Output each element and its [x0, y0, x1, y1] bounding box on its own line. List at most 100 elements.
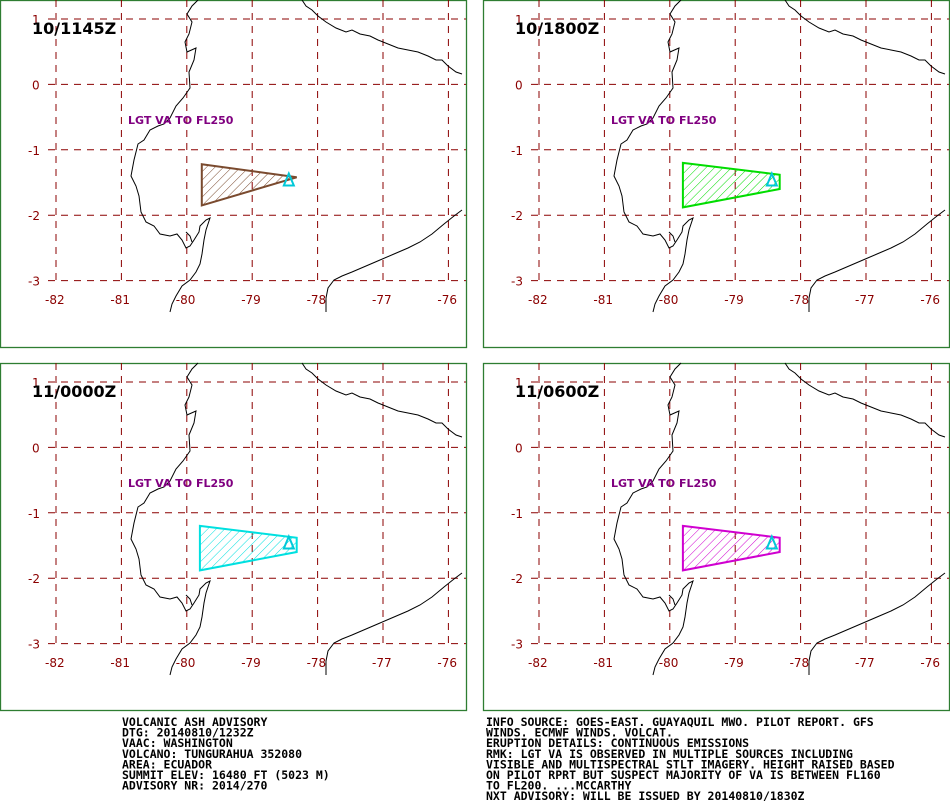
advisory-line: WINDS. ECMWF WINDS. VOLCAT. [486, 726, 673, 740]
longitude-tick-label: -81 [110, 293, 130, 307]
panel-valid-time: 10/1145Z [32, 19, 116, 38]
advisory-line: ERUPTION DETAILS: CONTINUOUS EMISSIONS [486, 736, 749, 750]
advisory-line: VOLCANO: TUNGURAHUA 352080 [122, 747, 302, 761]
volcano-marker-icon [282, 533, 296, 550]
coastline [808, 572, 946, 675]
coastline [613, 362, 694, 676]
latitude-tick-label: -3 [28, 275, 40, 289]
map-panel: -82 -81 -80 -79 -78 -77 -76 1 0 -1 -2 -3 10/1145Z LGT… [0, 0, 468, 349]
map-panel: -82 -81 -80 -79 -78 -77 -76 1 0 -1 -2 -3 11/0600Z LGT… [482, 362, 950, 712]
advisory-line: SUMMIT ELEV: 16480 FT (5023 M) [122, 768, 330, 782]
longitude-tick-label: -80 [659, 293, 679, 307]
volcano-marker-icon [765, 170, 779, 187]
latitude-tick-label: -2 [511, 209, 523, 223]
latitude-tick-label: -3 [511, 275, 523, 289]
latitude-tick-label: 1 [515, 376, 523, 390]
longitude-tick-label: -82 [45, 293, 65, 307]
longitude-tick-label: -77 [855, 656, 875, 670]
latitude-tick-label: -2 [28, 572, 40, 586]
map-panel: -82 -81 -80 -79 -78 -77 -76 1 0 -1 -2 -3 10/1800Z LGT… [482, 0, 950, 349]
longitude-tick-label: -79 [241, 656, 261, 670]
advisory-line: VOLCANIC ASH ADVISORY [122, 715, 267, 729]
coastline [301, 0, 463, 75]
longitude-tick-label: -82 [45, 656, 65, 670]
ash-height-label: LGT VA TO FL250 [611, 477, 717, 490]
longitude-tick-label: -77 [372, 293, 392, 307]
latitude-tick-label: -2 [511, 572, 523, 586]
latitude-tick-label: -1 [511, 507, 523, 521]
ash-height-label: LGT VA TO FL250 [611, 114, 717, 127]
advisory-line: RMK: LGT VA IS OBSERVED IN MULTIPLE SOUR… [486, 747, 853, 761]
advisory-text-right: INFO SOURCE: GOES-EAST. GUAYAQUIL MWO. P… [486, 715, 895, 803]
ash-height-label: LGT VA TO FL250 [128, 477, 234, 490]
longitude-tick-label: -77 [855, 293, 875, 307]
longitude-tick-label: -82 [528, 656, 548, 670]
ash-cloud-polygon [200, 163, 297, 207]
latitude-tick-label: -1 [28, 507, 40, 521]
longitude-tick-label: -78 [307, 656, 327, 670]
latitude-tick-label: 1 [32, 376, 40, 390]
coastline [185, 231, 193, 243]
latitude-tick-label: 1 [515, 13, 523, 27]
coastline [808, 209, 946, 312]
latitude-tick-label: 0 [515, 441, 523, 455]
longitude-tick-label: -79 [724, 656, 744, 670]
panel-valid-time: 10/1800Z [515, 19, 599, 38]
coastline [613, 0, 694, 313]
longitude-tick-label: -81 [110, 656, 130, 670]
longitude-tick-label: -78 [790, 293, 810, 307]
longitude-tick-label: -78 [307, 293, 327, 307]
latitude-tick-label: -2 [28, 209, 40, 223]
latitude-tick-label: -1 [511, 144, 523, 158]
coastline [784, 0, 946, 75]
volcano-marker-icon [765, 533, 779, 550]
coastline [185, 594, 193, 606]
longitude-tick-label: -80 [176, 656, 196, 670]
advisory-line: VISIBLE AND MULTISPECTRAL STLT IMAGERY. … [486, 757, 895, 771]
latitude-tick-label: -1 [28, 144, 40, 158]
longitude-tick-label: -81 [593, 656, 613, 670]
advisory-line: ADVISORY NR: 2014/270 [122, 779, 267, 793]
longitude-tick-label: -80 [176, 293, 196, 307]
coastline [325, 209, 463, 312]
latitude-tick-label: 0 [515, 78, 523, 92]
longitude-tick-label: -82 [528, 293, 548, 307]
latitude-tick-label: 1 [32, 13, 40, 27]
ash-cloud-polygon [198, 524, 298, 572]
longitude-tick-label: -77 [372, 656, 392, 670]
ash-cloud-polygon [681, 524, 781, 572]
map-panel: -82 -81 -80 -79 -78 -77 -76 1 0 -1 -2 -3 11/0000Z LGT… [0, 362, 468, 712]
advisory-line: ON PILOT RPRT BUT SUSPECT MAJORITY OF VA… [486, 768, 881, 782]
advisory-line: VAAC: WASHINGTON [122, 736, 233, 750]
longitude-tick-label: -81 [593, 293, 613, 307]
longitude-tick-label: -79 [241, 293, 261, 307]
volcano-marker-icon [282, 170, 296, 187]
longitude-tick-label: -79 [724, 293, 744, 307]
advisory-line: NXT ADVISORY: WILL BE ISSUED BY 20140810… [486, 789, 805, 803]
longitude-tick-label: -78 [790, 656, 810, 670]
coastline [668, 594, 676, 606]
longitude-tick-label: -76 [437, 656, 457, 670]
panel-valid-time: 11/0600Z [515, 382, 599, 401]
coastline [130, 362, 211, 676]
ash-cloud-polygon [681, 161, 781, 209]
latitude-tick-label: 0 [32, 441, 40, 455]
longitude-tick-label: -80 [659, 656, 679, 670]
coastline [668, 231, 676, 243]
advisory-line: DTG: 20140810/1232Z [122, 726, 254, 740]
coastline [325, 572, 463, 675]
ash-height-label: LGT VA TO FL250 [128, 114, 234, 127]
longitude-tick-label: -76 [920, 293, 940, 307]
latitude-tick-label: -3 [28, 638, 40, 652]
longitude-tick-label: -76 [437, 293, 457, 307]
panel-valid-time: 11/0000Z [32, 382, 116, 401]
coastline [784, 362, 946, 438]
advisory-line: TO FL200. ...MCCARTHY [486, 779, 631, 793]
advisory-line: INFO SOURCE: GOES-EAST. GUAYAQUIL MWO. P… [486, 715, 874, 729]
latitude-tick-label: 0 [32, 78, 40, 92]
coastline [301, 362, 463, 438]
coastline [130, 0, 211, 313]
longitude-tick-label: -76 [920, 656, 940, 670]
